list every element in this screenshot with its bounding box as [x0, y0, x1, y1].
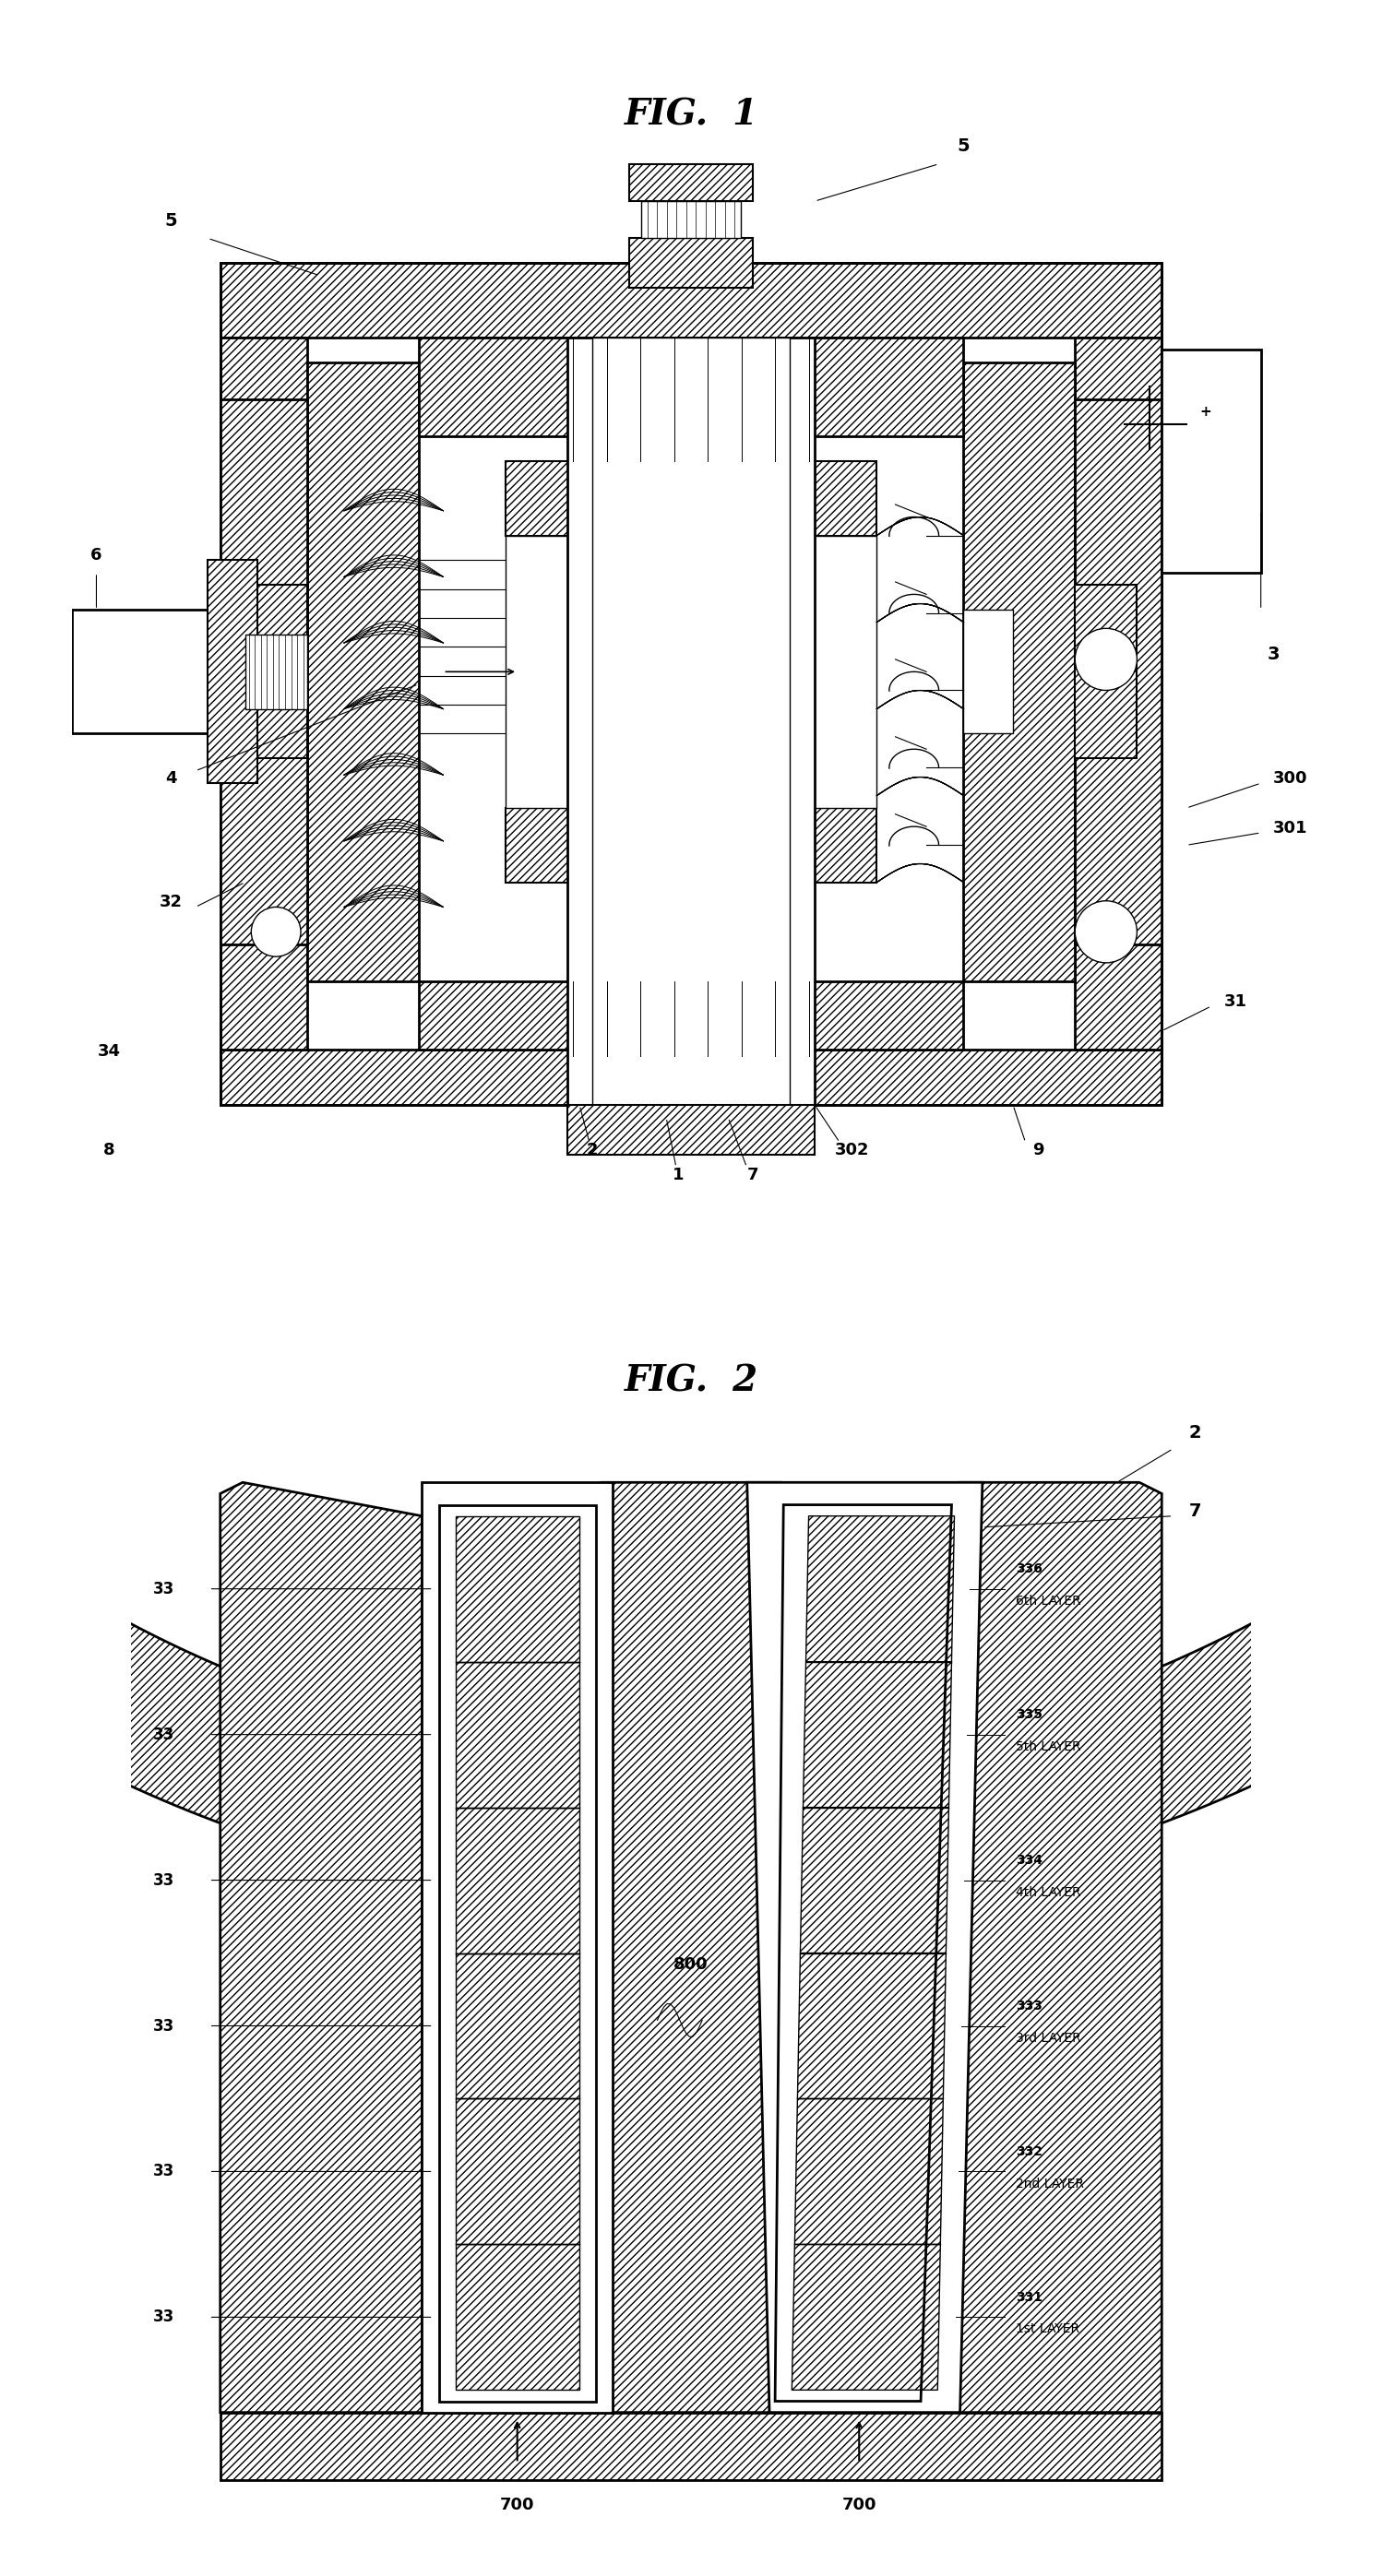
- Text: 3rd LAYER: 3rd LAYER: [1016, 2032, 1081, 2045]
- Polygon shape: [245, 634, 307, 708]
- Polygon shape: [419, 337, 963, 435]
- Polygon shape: [963, 363, 1075, 981]
- Polygon shape: [601, 1481, 781, 2414]
- Text: +: +: [1200, 404, 1211, 417]
- Text: 32: 32: [159, 894, 182, 912]
- Text: 7: 7: [748, 1167, 759, 1182]
- Polygon shape: [220, 2414, 1162, 2481]
- Polygon shape: [456, 1517, 579, 1662]
- Text: 1: 1: [673, 1167, 684, 1182]
- Text: 5th LAYER: 5th LAYER: [1016, 1741, 1081, 1754]
- Polygon shape: [72, 611, 245, 734]
- Text: 332: 332: [1016, 2146, 1043, 2159]
- Text: 33: 33: [153, 2164, 176, 2179]
- Text: 7: 7: [1189, 1502, 1201, 1520]
- Text: 6th LAYER: 6th LAYER: [1016, 1595, 1081, 1607]
- Text: 9: 9: [1032, 1141, 1043, 1159]
- Text: 331: 331: [1016, 2290, 1043, 2303]
- Polygon shape: [506, 809, 876, 881]
- Polygon shape: [220, 1481, 422, 2414]
- Polygon shape: [220, 337, 307, 1048]
- Polygon shape: [506, 536, 876, 809]
- Polygon shape: [629, 165, 753, 201]
- Text: 2nd LAYER: 2nd LAYER: [1016, 2177, 1085, 2190]
- Text: 333: 333: [1016, 1999, 1042, 2012]
- Polygon shape: [1162, 350, 1260, 572]
- Text: 336: 336: [1016, 1564, 1042, 1577]
- Polygon shape: [456, 1808, 579, 1953]
- Text: 2: 2: [1189, 1425, 1202, 1440]
- Text: 1st LAYER: 1st LAYER: [1016, 2324, 1079, 2336]
- Text: 334: 334: [1016, 1855, 1043, 1868]
- Polygon shape: [506, 461, 876, 536]
- Text: 300: 300: [1273, 770, 1307, 786]
- Polygon shape: [629, 237, 753, 289]
- Text: 33: 33: [153, 2017, 176, 2035]
- Polygon shape: [806, 1517, 955, 1662]
- Text: 8: 8: [102, 1141, 115, 1159]
- Text: 302: 302: [835, 1141, 869, 1159]
- Polygon shape: [0, 1162, 1382, 1909]
- Polygon shape: [1075, 337, 1162, 1048]
- Text: 301: 301: [1273, 819, 1307, 837]
- Polygon shape: [1075, 585, 1137, 757]
- Text: 6: 6: [91, 546, 102, 564]
- Circle shape: [1075, 902, 1137, 963]
- Polygon shape: [456, 2244, 579, 2391]
- Text: 700: 700: [500, 2496, 535, 2514]
- Polygon shape: [456, 1953, 579, 2099]
- Polygon shape: [567, 337, 815, 1105]
- Polygon shape: [220, 399, 307, 945]
- Polygon shape: [792, 2244, 940, 2391]
- Circle shape: [1075, 629, 1137, 690]
- Text: 33: 33: [153, 1726, 176, 1744]
- Circle shape: [252, 907, 301, 956]
- Polygon shape: [963, 611, 1013, 734]
- Polygon shape: [641, 201, 741, 237]
- Polygon shape: [748, 1481, 983, 2414]
- Polygon shape: [567, 1105, 815, 1154]
- Text: 4: 4: [164, 770, 177, 786]
- Polygon shape: [422, 1481, 612, 2414]
- Text: 3: 3: [1267, 647, 1280, 662]
- Text: 700: 700: [842, 2496, 876, 2514]
- Text: 4th LAYER: 4th LAYER: [1016, 1886, 1081, 1899]
- Polygon shape: [797, 1953, 947, 2099]
- Polygon shape: [419, 981, 963, 1048]
- Polygon shape: [960, 1481, 1162, 2414]
- Polygon shape: [456, 1662, 579, 1808]
- Polygon shape: [307, 363, 419, 981]
- Text: 33: 33: [153, 2308, 176, 2326]
- Text: 5: 5: [164, 211, 177, 229]
- Polygon shape: [1075, 399, 1162, 945]
- Text: 800: 800: [673, 1955, 709, 1973]
- Polygon shape: [220, 1048, 1162, 1105]
- Text: FIG.  2: FIG. 2: [625, 1365, 757, 1399]
- Polygon shape: [245, 585, 307, 757]
- Text: 335: 335: [1016, 1708, 1043, 1721]
- Polygon shape: [456, 2099, 579, 2244]
- Text: 33: 33: [153, 1873, 176, 1888]
- Polygon shape: [800, 1808, 949, 1953]
- Polygon shape: [220, 263, 1162, 337]
- Text: 2: 2: [586, 1141, 597, 1159]
- Polygon shape: [207, 559, 257, 783]
- Text: 31: 31: [1223, 994, 1247, 1010]
- Text: FIG.  1: FIG. 1: [625, 98, 757, 131]
- Polygon shape: [803, 1662, 952, 1808]
- Polygon shape: [795, 2099, 943, 2244]
- Text: 5: 5: [958, 137, 970, 155]
- Text: 33: 33: [153, 1582, 176, 1597]
- Text: 34: 34: [97, 1043, 120, 1059]
- Polygon shape: [591, 337, 791, 1105]
